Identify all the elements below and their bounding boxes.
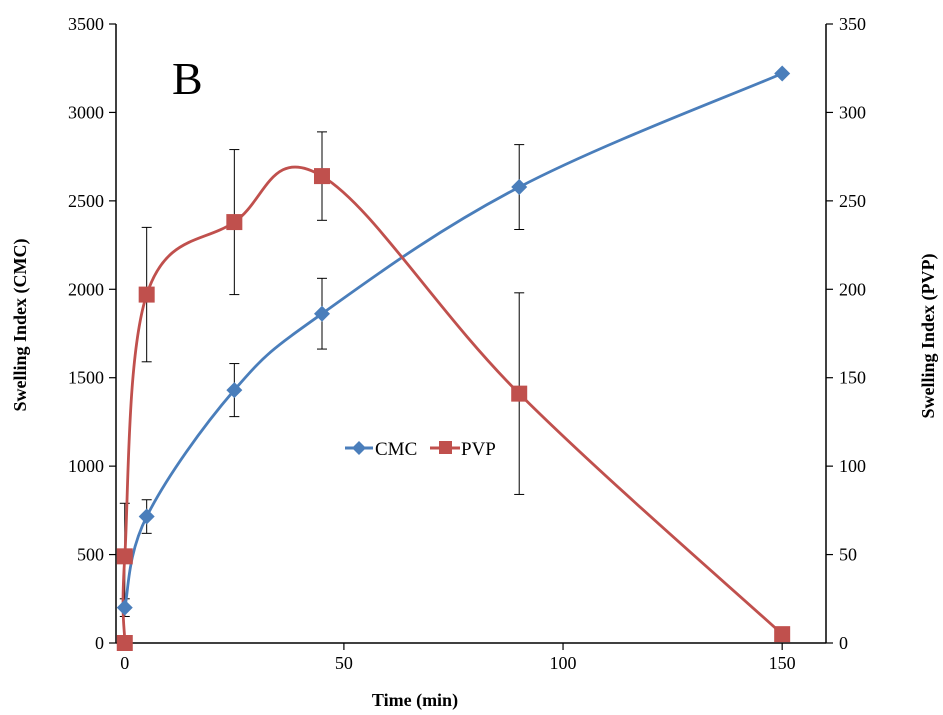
left-y-tick-label: 1500 — [68, 368, 104, 388]
pvp-point — [313, 168, 330, 185]
series-lines — [121, 72, 784, 644]
legend-cmc-label: CMC — [375, 439, 417, 460]
pvp-point — [511, 385, 528, 402]
x-tick-label: 0 — [120, 653, 129, 673]
left-y-tick-label: 1000 — [68, 456, 104, 476]
left-y-tick-label: 3000 — [68, 102, 104, 122]
right-y-tick-label: 300 — [839, 102, 866, 122]
cmc-point — [138, 508, 155, 525]
x-axis-title: Time (min) — [372, 690, 458, 711]
cmc-series-line — [123, 72, 783, 608]
panel-label: B — [172, 53, 203, 104]
legend: CMC PVP — [345, 439, 496, 460]
left-y-tick-label: 2500 — [68, 191, 104, 211]
x-tick-label: 100 — [550, 653, 577, 673]
right-y-tick-label: 250 — [839, 191, 866, 211]
right-y-tick-label: 50 — [839, 545, 857, 565]
x-tick-label: 50 — [335, 653, 353, 673]
right-y-tick-label: 150 — [839, 368, 866, 388]
pvp-point — [138, 286, 155, 303]
cmc-point — [511, 179, 528, 196]
axis-ticks: 0500100015002000250030003500050100150200… — [68, 14, 866, 673]
right-y-tick-label: 100 — [839, 456, 866, 476]
pvp-point — [116, 548, 133, 565]
series-markers — [116, 65, 791, 651]
left-y-tick-label: 500 — [77, 545, 104, 565]
left-y-tick-label: 3500 — [68, 14, 104, 34]
legend-cmc-marker — [352, 441, 366, 455]
x-tick-label: 150 — [769, 653, 796, 673]
pvp-point — [226, 214, 243, 231]
cmc-point — [313, 305, 330, 322]
legend-pvp-marker — [439, 441, 452, 454]
right-y-tick-label: 200 — [839, 279, 866, 299]
right-y-tick-label: 0 — [839, 633, 848, 653]
error-bars — [119, 131, 525, 617]
legend-pvp-label: PVP — [461, 439, 496, 460]
left-y-tick-label: 0 — [95, 633, 104, 653]
right-y-tick-label: 350 — [839, 14, 866, 34]
cmc-point — [116, 599, 133, 616]
pvp-point — [116, 635, 133, 651]
left-y-tick-label: 2000 — [68, 279, 104, 299]
cmc-point — [774, 65, 791, 82]
left-y-axis-title: Swelling Index (CMC) — [10, 238, 31, 411]
cmc-point — [226, 382, 243, 399]
plot-area — [115, 24, 827, 644]
right-y-axis-title: Swelling Index (PVP) — [918, 253, 939, 418]
pvp-series-line — [121, 165, 784, 644]
pvp-point — [774, 626, 791, 643]
